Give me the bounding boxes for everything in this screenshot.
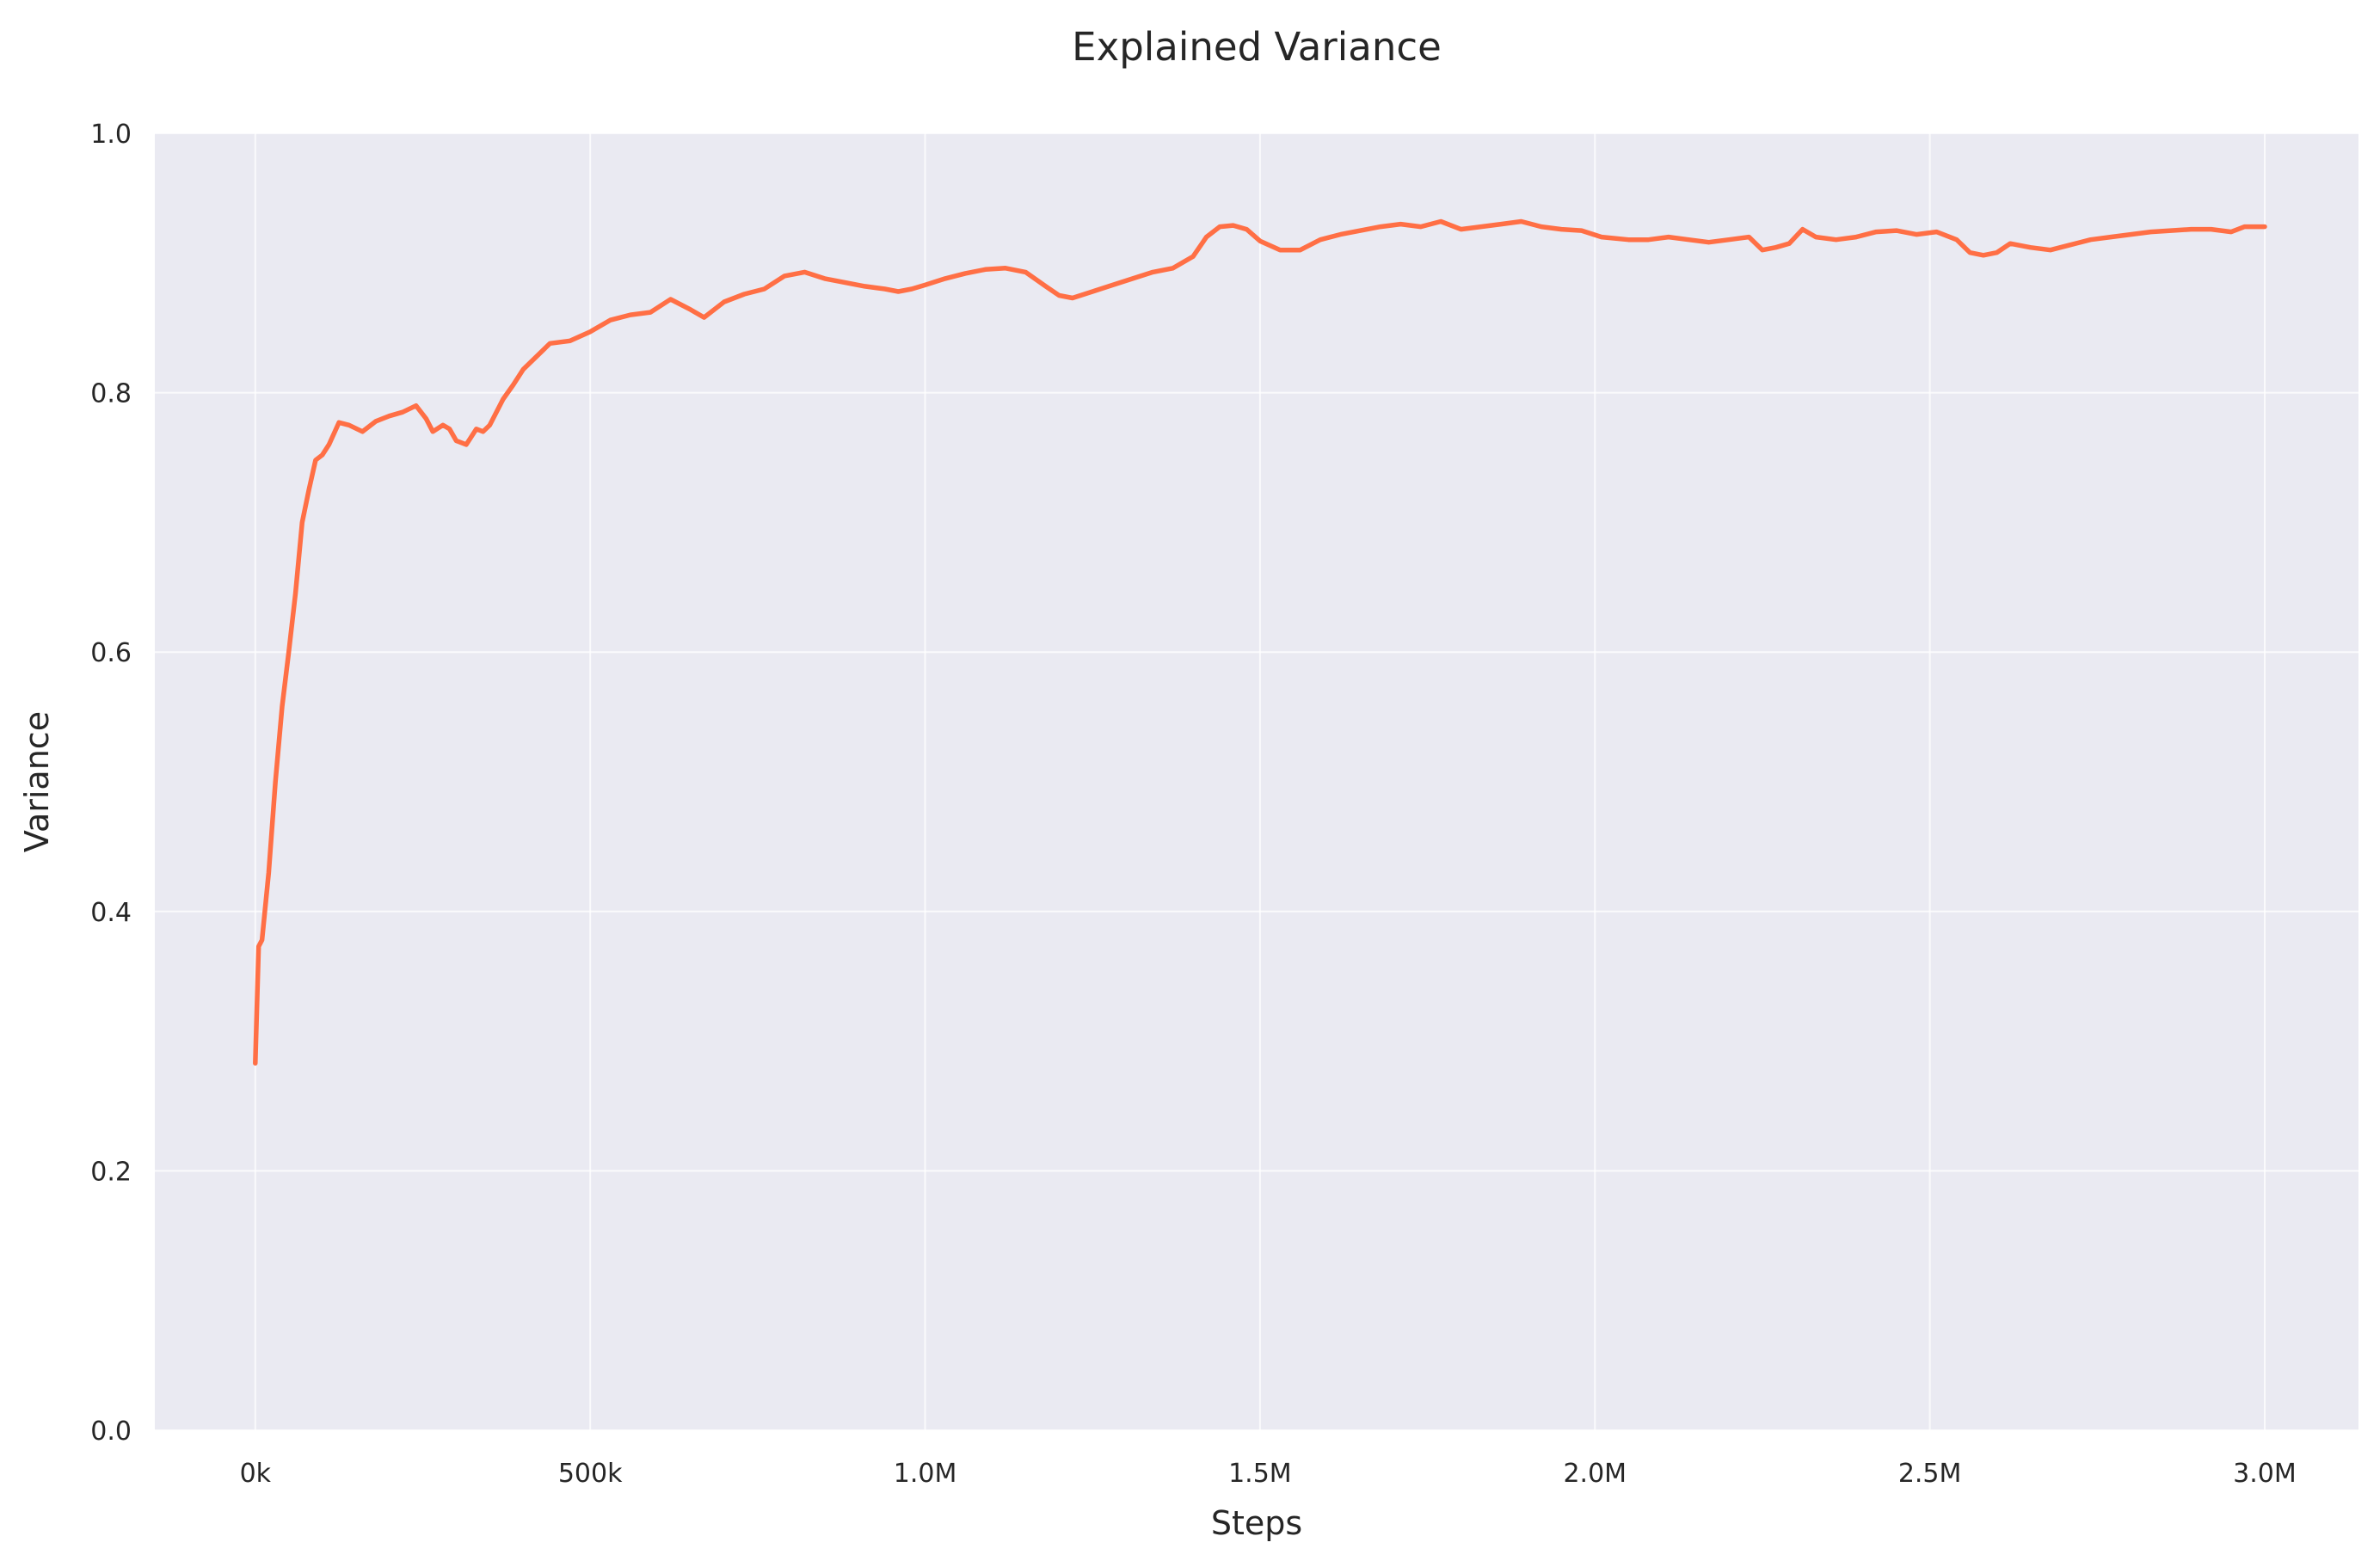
x-tick-label: 1.0M [894, 1459, 957, 1489]
x-tick-label: 2.0M [1563, 1459, 1627, 1489]
y-tick-label: 1.0 [90, 120, 132, 150]
plot-area [155, 133, 2358, 1430]
x-tick-label: 500k [558, 1459, 623, 1489]
y-axis-title: Variance [18, 711, 56, 852]
y-tick-label: 0.8 [90, 379, 132, 409]
x-tick-label: 0k [240, 1459, 272, 1489]
grid-lines [155, 132, 2358, 1431]
y-tick-label: 0.6 [90, 638, 132, 668]
x-axis-ticks: 0k 500k 1.0M 1.5M 2.0M 2.5M 3.0M [240, 1459, 2297, 1489]
y-axis-ticks: 0.0 0.2 0.4 0.6 0.8 1.0 [90, 120, 132, 1447]
series-line [253, 218, 2267, 1066]
chart-title: Explained Variance [1072, 24, 1442, 70]
y-tick-label: 0.2 [90, 1157, 132, 1187]
x-tick-label: 1.5M [1228, 1459, 1292, 1489]
x-tick-label: 3.0M [2233, 1459, 2297, 1489]
x-tick-label: 2.5M [1898, 1459, 1962, 1489]
x-axis-title: Steps [1211, 1504, 1302, 1542]
y-tick-label: 0.0 [90, 1416, 132, 1447]
data-layer [253, 218, 2267, 1066]
y-tick-label: 0.4 [90, 898, 132, 928]
